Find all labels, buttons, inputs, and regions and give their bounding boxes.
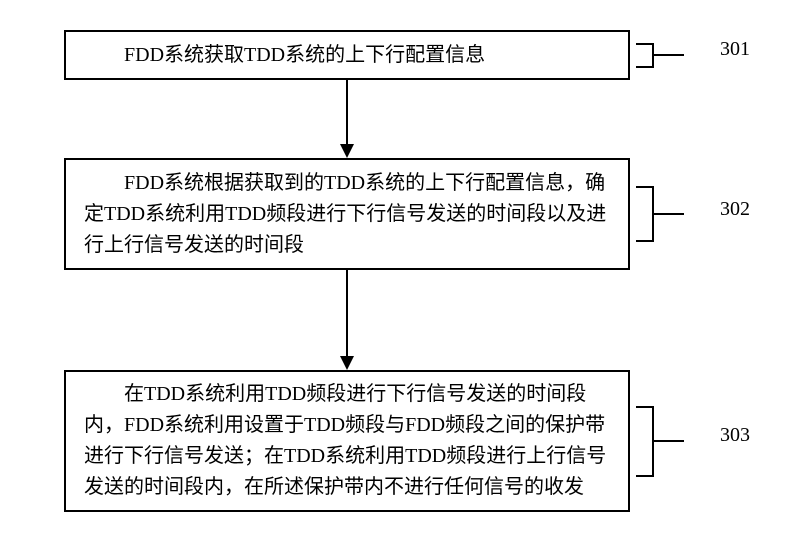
flow-node-1-label: 301 <box>720 38 750 61</box>
arrow-1-line <box>346 80 348 144</box>
flow-node-3-bracket <box>636 406 654 477</box>
flow-node-1-bracket-line <box>654 54 684 56</box>
flow-node-1-bracket <box>636 43 654 68</box>
flow-node-1: FDD系统获取TDD系统的上下行配置信息 <box>64 30 630 80</box>
flow-node-2-text: FDD系统根据获取到的TDD系统的上下行配置信息，确定TDD系统利用TDD频段进… <box>84 168 610 261</box>
flow-node-2-label: 302 <box>720 198 750 221</box>
flow-node-3-text: 在TDD系统利用TDD频段进行下行信号发送的时间段内，FDD系统利用设置于TDD… <box>84 379 610 503</box>
flow-node-3-label: 303 <box>720 424 750 447</box>
flow-node-2: FDD系统根据获取到的TDD系统的上下行配置信息，确定TDD系统利用TDD频段进… <box>64 158 630 270</box>
arrow-2-head <box>340 356 354 370</box>
flow-node-1-text: FDD系统获取TDD系统的上下行配置信息 <box>84 40 610 71</box>
flow-node-3-bracket-line <box>654 440 684 442</box>
flow-node-2-bracket-line <box>654 213 684 215</box>
flowchart-canvas: FDD系统获取TDD系统的上下行配置信息 301 FDD系统根据获取到的TDD系… <box>0 0 800 554</box>
flow-node-3: 在TDD系统利用TDD频段进行下行信号发送的时间段内，FDD系统利用设置于TDD… <box>64 370 630 512</box>
arrow-2-line <box>346 270 348 356</box>
arrow-1-head <box>340 144 354 158</box>
flow-node-2-bracket <box>636 186 654 242</box>
